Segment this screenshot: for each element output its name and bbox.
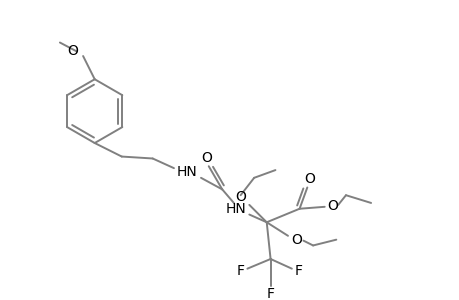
Text: O: O (303, 172, 314, 186)
Text: F: F (236, 264, 244, 278)
Text: F: F (266, 287, 274, 300)
Text: HN: HN (225, 202, 246, 216)
Text: O: O (67, 44, 78, 58)
Text: O: O (201, 151, 212, 164)
Text: O: O (326, 199, 337, 213)
Text: O: O (291, 233, 302, 247)
Text: F: F (294, 264, 302, 278)
Text: O: O (235, 190, 246, 204)
Text: HN: HN (177, 165, 197, 179)
